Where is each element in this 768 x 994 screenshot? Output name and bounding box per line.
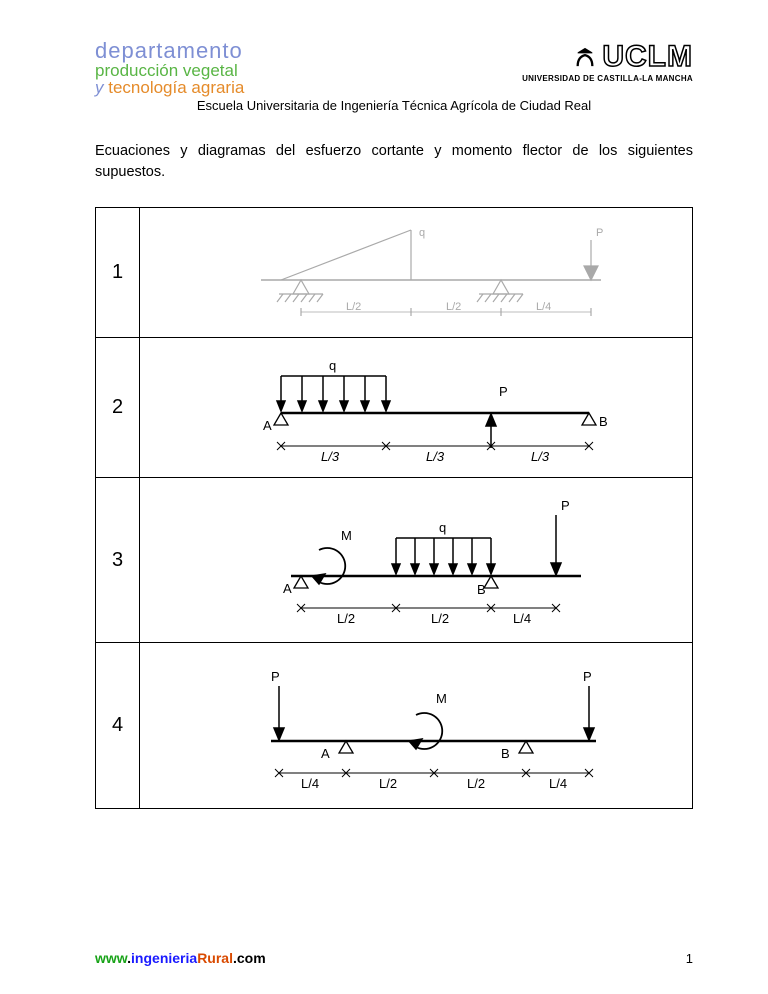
label-q: q	[439, 520, 446, 535]
case-number: 1	[96, 208, 140, 337]
dim-2: L/2	[446, 301, 461, 313]
label-A: A	[321, 746, 330, 761]
label-B: B	[599, 414, 608, 429]
diagram-3: A B M q P	[140, 478, 692, 642]
dept-line1: departamento	[95, 40, 244, 62]
dim-1: L/2	[346, 301, 361, 313]
label-P: P	[499, 384, 508, 399]
diagram-2: q A B P	[140, 338, 692, 477]
dim-2: L/3	[426, 449, 445, 464]
dim-3: L/2	[467, 776, 485, 791]
label-q: q	[419, 227, 425, 239]
dim-4: L/4	[549, 776, 567, 791]
dept-line2: producción vegetal	[95, 62, 244, 79]
label-A: A	[283, 581, 292, 596]
dept-logo: departamento producción vegetal y tecnol…	[95, 40, 244, 96]
dim-3: L/3	[531, 449, 550, 464]
footer: www.ingenieriaRural.com 1	[95, 950, 693, 966]
diagram-4: P P M A B	[140, 643, 692, 808]
case-number: 2	[96, 338, 140, 477]
label-B: B	[477, 582, 486, 597]
dim-3: L/4	[536, 301, 551, 313]
case-row: 1 q	[96, 208, 692, 338]
school-name: Escuela Universitaria de Ingeniería Técn…	[95, 98, 693, 113]
label-q: q	[329, 358, 336, 373]
dim-2: L/2	[379, 776, 397, 791]
dept-line3: y tecnología agraria	[95, 79, 244, 96]
intro-text: Ecuaciones y diagramas del esfuerzo cort…	[95, 141, 693, 183]
cases-table: 1 q	[95, 207, 693, 809]
university-logo: UCLM UNIVERSIDAD DE CASTILLA-LA MANCHA	[522, 40, 693, 83]
case-number: 3	[96, 478, 140, 642]
label-M: M	[436, 691, 447, 706]
diagram-1: q P	[140, 208, 692, 337]
header: departamento producción vegetal y tecnol…	[95, 40, 693, 96]
label-P: P	[561, 498, 570, 513]
label-M: M	[341, 528, 352, 543]
dim-3: L/4	[513, 611, 531, 626]
dim-1: L/4	[301, 776, 319, 791]
label-P-left: P	[271, 669, 280, 684]
uclm-fullname: UNIVERSIDAD DE CASTILLA-LA MANCHA	[522, 74, 693, 83]
label-A: A	[263, 418, 272, 433]
label-P: P	[596, 227, 603, 239]
dim-2: L/2	[431, 611, 449, 626]
case-row: 3 A B M	[96, 478, 692, 643]
uclm-abbr: UCLM	[602, 40, 693, 74]
dim-1: L/2	[337, 611, 355, 626]
label-B: B	[501, 746, 510, 761]
uclm-icon	[574, 46, 596, 68]
case-row: 2 q A	[96, 338, 692, 478]
case-row: 4 P P M	[96, 643, 692, 808]
label-P-right: P	[583, 669, 592, 684]
page-number: 1	[686, 951, 693, 966]
case-number: 4	[96, 643, 140, 808]
dim-1: L/3	[321, 449, 340, 464]
footer-url: www.ingenieriaRural.com	[95, 950, 266, 966]
